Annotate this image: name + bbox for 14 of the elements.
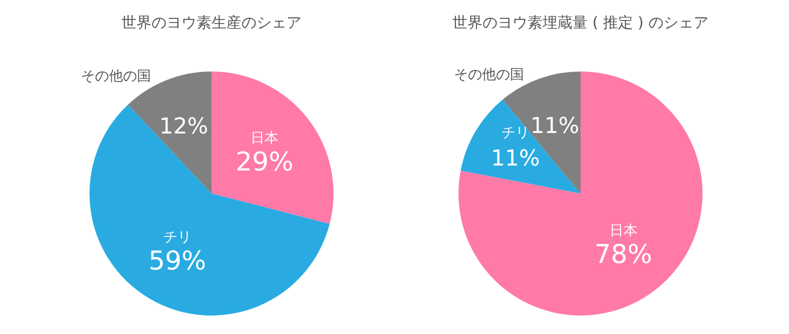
slice-label: その他の国 xyxy=(454,66,524,83)
slice-label: チリ xyxy=(163,229,192,246)
data-label: 78% xyxy=(594,240,652,270)
slice-label: チリ xyxy=(501,124,530,141)
data-label: 59% xyxy=(148,246,206,276)
data-label: 11% xyxy=(530,114,580,139)
chart-title: 世界のヨウ素埋蔵量 ( 推定 ) のシェア xyxy=(452,14,708,32)
data-label: 11% xyxy=(490,146,540,172)
data-label: 12% xyxy=(159,114,208,140)
slice-label: その他の国 xyxy=(81,68,152,84)
data-label: 29% xyxy=(236,147,294,178)
chart-title: 世界のヨウ素生産のシェア xyxy=(122,14,302,32)
slice-label: 日本 xyxy=(609,223,638,240)
slice-label: 日本 xyxy=(250,130,279,146)
